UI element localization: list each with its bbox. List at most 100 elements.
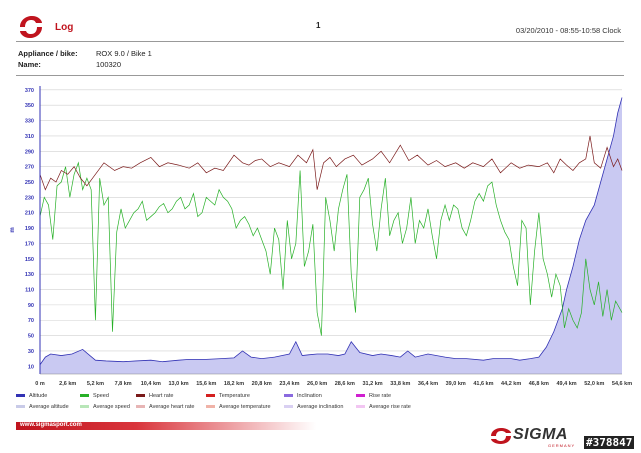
x-tick-label: 54,6 km xyxy=(612,381,632,387)
page-title: Log xyxy=(55,22,74,33)
name-value: 100320 xyxy=(96,60,122,69)
legend-label: Average altitude xyxy=(29,404,69,410)
legend-swatch xyxy=(284,405,293,409)
x-tick-label: 46,8 km xyxy=(529,381,549,387)
legend-label: Altitude xyxy=(29,393,48,399)
x-tick-label: 31,2 km xyxy=(362,381,382,387)
y-tick-label: 150 xyxy=(25,257,34,263)
legend-label: Speed xyxy=(93,393,109,399)
sigma-logo-icon xyxy=(20,16,42,38)
y-tick-label: 50 xyxy=(28,334,34,340)
chart-legend: Altitude Speed Heart rate Temperature Inclin… xyxy=(16,393,626,417)
legend-label: Average inclination xyxy=(297,404,344,410)
legend-item: Average inclination xyxy=(284,404,343,410)
sigma-brand-text: SIGMA xyxy=(513,426,568,443)
legend-item: Average heart rate xyxy=(136,404,194,410)
sigma-brand-sub: GERMANY xyxy=(548,443,576,448)
legend-item: Average temperature xyxy=(206,404,271,410)
x-tick-label: 2,6 km xyxy=(59,381,76,387)
x-tick-label: 36,4 km xyxy=(418,381,438,387)
x-tick-label: 10,4 km xyxy=(141,381,161,387)
x-tick-label: 5,2 km xyxy=(87,381,104,387)
x-tick-label: 44,2 km xyxy=(501,381,521,387)
y-tick-label: 70 xyxy=(28,318,34,324)
y-tick-label: 370 xyxy=(25,88,34,94)
y-tick-label: 130 xyxy=(25,272,34,278)
speed-line xyxy=(39,161,623,336)
x-tick-label: 13,0 km xyxy=(168,381,188,387)
heart-rate-line xyxy=(39,135,623,191)
legend-swatch xyxy=(80,405,89,409)
y-tick-label: 290 xyxy=(25,149,34,155)
x-tick-label: 41,6 km xyxy=(473,381,493,387)
legend-swatch xyxy=(136,405,145,409)
legend-swatch xyxy=(136,394,145,398)
footer-url[interactable]: www.sigmasport.com xyxy=(20,422,82,428)
legend-swatch xyxy=(206,394,215,398)
x-tick-label: 18,2 km xyxy=(224,381,244,387)
y-tick-label: 110 xyxy=(25,288,34,294)
legend-item: Inclination xyxy=(284,393,322,399)
legend-label: Temperature xyxy=(219,393,250,399)
x-tick-label: 52,0 km xyxy=(584,381,604,387)
x-tick-label: 39,0 km xyxy=(446,381,466,387)
legend-swatch xyxy=(284,394,293,398)
legend-label: Inclination xyxy=(297,393,322,399)
watermark: #378847 xyxy=(584,436,635,449)
legend-label: Heart rate xyxy=(149,393,174,399)
legend-label: Average temperature xyxy=(219,404,271,410)
legend-item: Speed xyxy=(80,393,109,399)
x-tick-label: 23,4 km xyxy=(279,381,299,387)
y-tick-label: 170 xyxy=(25,241,34,247)
heart-rate-series xyxy=(39,135,623,191)
legend-item: Altitude xyxy=(16,393,47,399)
altitude-area xyxy=(40,97,622,374)
x-tick-label: 26,0 km xyxy=(307,381,327,387)
legend-item: Average rise rate xyxy=(356,404,411,410)
x-tick-label: 49,4 km xyxy=(556,381,576,387)
legend-label: Average speed xyxy=(93,404,130,410)
y-tick-label: 250 xyxy=(25,180,34,186)
y-tick-label: 90 xyxy=(28,303,34,309)
legend-label: Rise rate xyxy=(369,393,392,399)
y-tick-label: 270 xyxy=(25,165,34,171)
name-label: Name: xyxy=(18,60,41,69)
legend-swatch xyxy=(16,394,25,398)
header-divider xyxy=(16,41,624,42)
footer-band xyxy=(16,422,316,430)
chart-axes: 10 30 50 70 90 110 130 150 170 190 210 230 250 270 290… xyxy=(10,86,632,387)
y-tick-label: 190 xyxy=(25,226,34,232)
legend-swatch xyxy=(206,405,215,409)
y-tick-label: 210 xyxy=(25,211,34,217)
y-tick-label: 230 xyxy=(25,195,34,201)
legend-swatch xyxy=(16,405,25,409)
legend-swatch xyxy=(356,405,365,409)
y-tick-label: 310 xyxy=(25,134,34,140)
legend-item: Average altitude xyxy=(16,404,69,410)
x-tick-label: 7,8 km xyxy=(115,381,132,387)
y-tick-label: 350 xyxy=(25,103,34,109)
x-tick-label: 28,6 km xyxy=(335,381,355,387)
legend-item: Temperature xyxy=(206,393,250,399)
legend-item: Average speed xyxy=(80,404,130,410)
y-tick-label: 30 xyxy=(28,349,34,355)
y-tick-label: 10 xyxy=(28,364,34,370)
log-chart: 10 30 50 70 90 110 130 150 170 190 210 230 250 270 290… xyxy=(10,86,632,387)
legend-item: Heart rate xyxy=(136,393,173,399)
sigma-swoosh-icon xyxy=(491,428,511,444)
x-tick-label: 20,8 km xyxy=(252,381,272,387)
legend-label: Average heart rate xyxy=(149,404,195,410)
x-tick-label: 15,6 km xyxy=(196,381,216,387)
info-divider xyxy=(16,75,624,76)
appliance-value: ROX 9.0 / Bike 1 xyxy=(96,49,152,58)
legend-item: Rise rate xyxy=(356,393,391,399)
x-tick-label: 0 m xyxy=(35,381,45,387)
y-tick-label: 330 xyxy=(25,119,34,125)
appliance-label: Appliance / bike: xyxy=(18,49,78,58)
y-axis-label: m xyxy=(10,227,16,232)
legend-swatch xyxy=(80,394,89,398)
x-tick-label: 33,8 km xyxy=(390,381,410,387)
page-number: 1 xyxy=(316,21,321,30)
log-datetime: 03/20/2010 - 08:55-10:58 Clock xyxy=(515,26,621,35)
legend-swatch xyxy=(356,394,365,398)
